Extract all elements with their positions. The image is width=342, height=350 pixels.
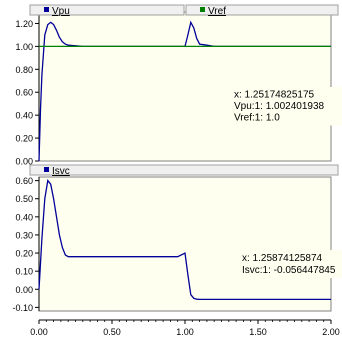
y-tick-label: 1.20 xyxy=(15,19,33,29)
y-tick-label: 0.40 xyxy=(15,111,33,121)
legend-tab[interactable] xyxy=(29,164,339,176)
y-tick-label: 0.60 xyxy=(15,176,33,186)
readout-line: x: 1.25874125874 xyxy=(242,253,323,264)
x-tick-label: 1.50 xyxy=(249,327,267,337)
y-tick-label: 0.40 xyxy=(15,212,33,222)
y-tick-label: 0.00 xyxy=(15,285,33,295)
y-tick-label: 1.00 xyxy=(15,42,33,52)
y-tick-label: 0.80 xyxy=(15,65,33,75)
y-tick-label: 0.50 xyxy=(15,194,33,204)
readout-line: Isvc:1: -0.056447845 xyxy=(242,265,336,276)
readout-box xyxy=(232,87,342,126)
readout-box xyxy=(240,250,342,278)
chart-panel-1: Vpu Vref 0.00 0.20 0.40 0.60 0.80 1.00 1.20 x: 1.… xyxy=(15,4,342,167)
series-line-isvc xyxy=(38,179,331,301)
legend-tab[interactable] xyxy=(29,4,185,16)
legend-swatch xyxy=(44,7,49,12)
y-tick-label: 0.20 xyxy=(15,134,33,144)
legend-entry[interactable]: Vref xyxy=(185,4,339,17)
legend-label: Vref xyxy=(208,6,226,17)
legend-label: Vpu xyxy=(52,6,70,17)
plot-area xyxy=(38,176,332,312)
readout-line: x: 1.25174825175 xyxy=(234,90,315,101)
x-tick-label: 0.00 xyxy=(30,327,48,337)
legend-label: Isvc xyxy=(52,166,70,177)
legend-entry[interactable]: Isvc xyxy=(29,164,339,177)
y-tick-label: 0.00 xyxy=(15,157,33,167)
legend-tab[interactable] xyxy=(185,4,339,16)
y-tick-label: 0.10 xyxy=(15,267,33,277)
y-tick-label: -0.10 xyxy=(12,303,33,313)
x-tick-label: 1.00 xyxy=(176,327,194,337)
x-axis: 0.00 0.50 1.00 1.50 2.00 xyxy=(30,319,340,337)
x-tick-label: 2.00 xyxy=(322,327,340,337)
readout-line: Vref:1: 1.0 xyxy=(234,113,280,124)
y-tick-label: 0.20 xyxy=(15,249,33,259)
x-tick-label: 0.50 xyxy=(103,327,121,337)
legend-swatch xyxy=(44,167,49,172)
y-tick-label: 0.30 xyxy=(15,230,33,240)
legend-entry[interactable]: Vpu xyxy=(29,4,185,17)
chart-panel-2: Isvc -0.10 0.00 0.10 0.20 0.30 0.40 0.50 0.60 x: … xyxy=(12,164,342,313)
plot-area xyxy=(38,11,332,162)
legend-swatch xyxy=(200,7,205,12)
y-tick-label: 0.60 xyxy=(15,88,33,98)
readout-line: Vpu:1: 1.002401938 xyxy=(234,101,325,112)
